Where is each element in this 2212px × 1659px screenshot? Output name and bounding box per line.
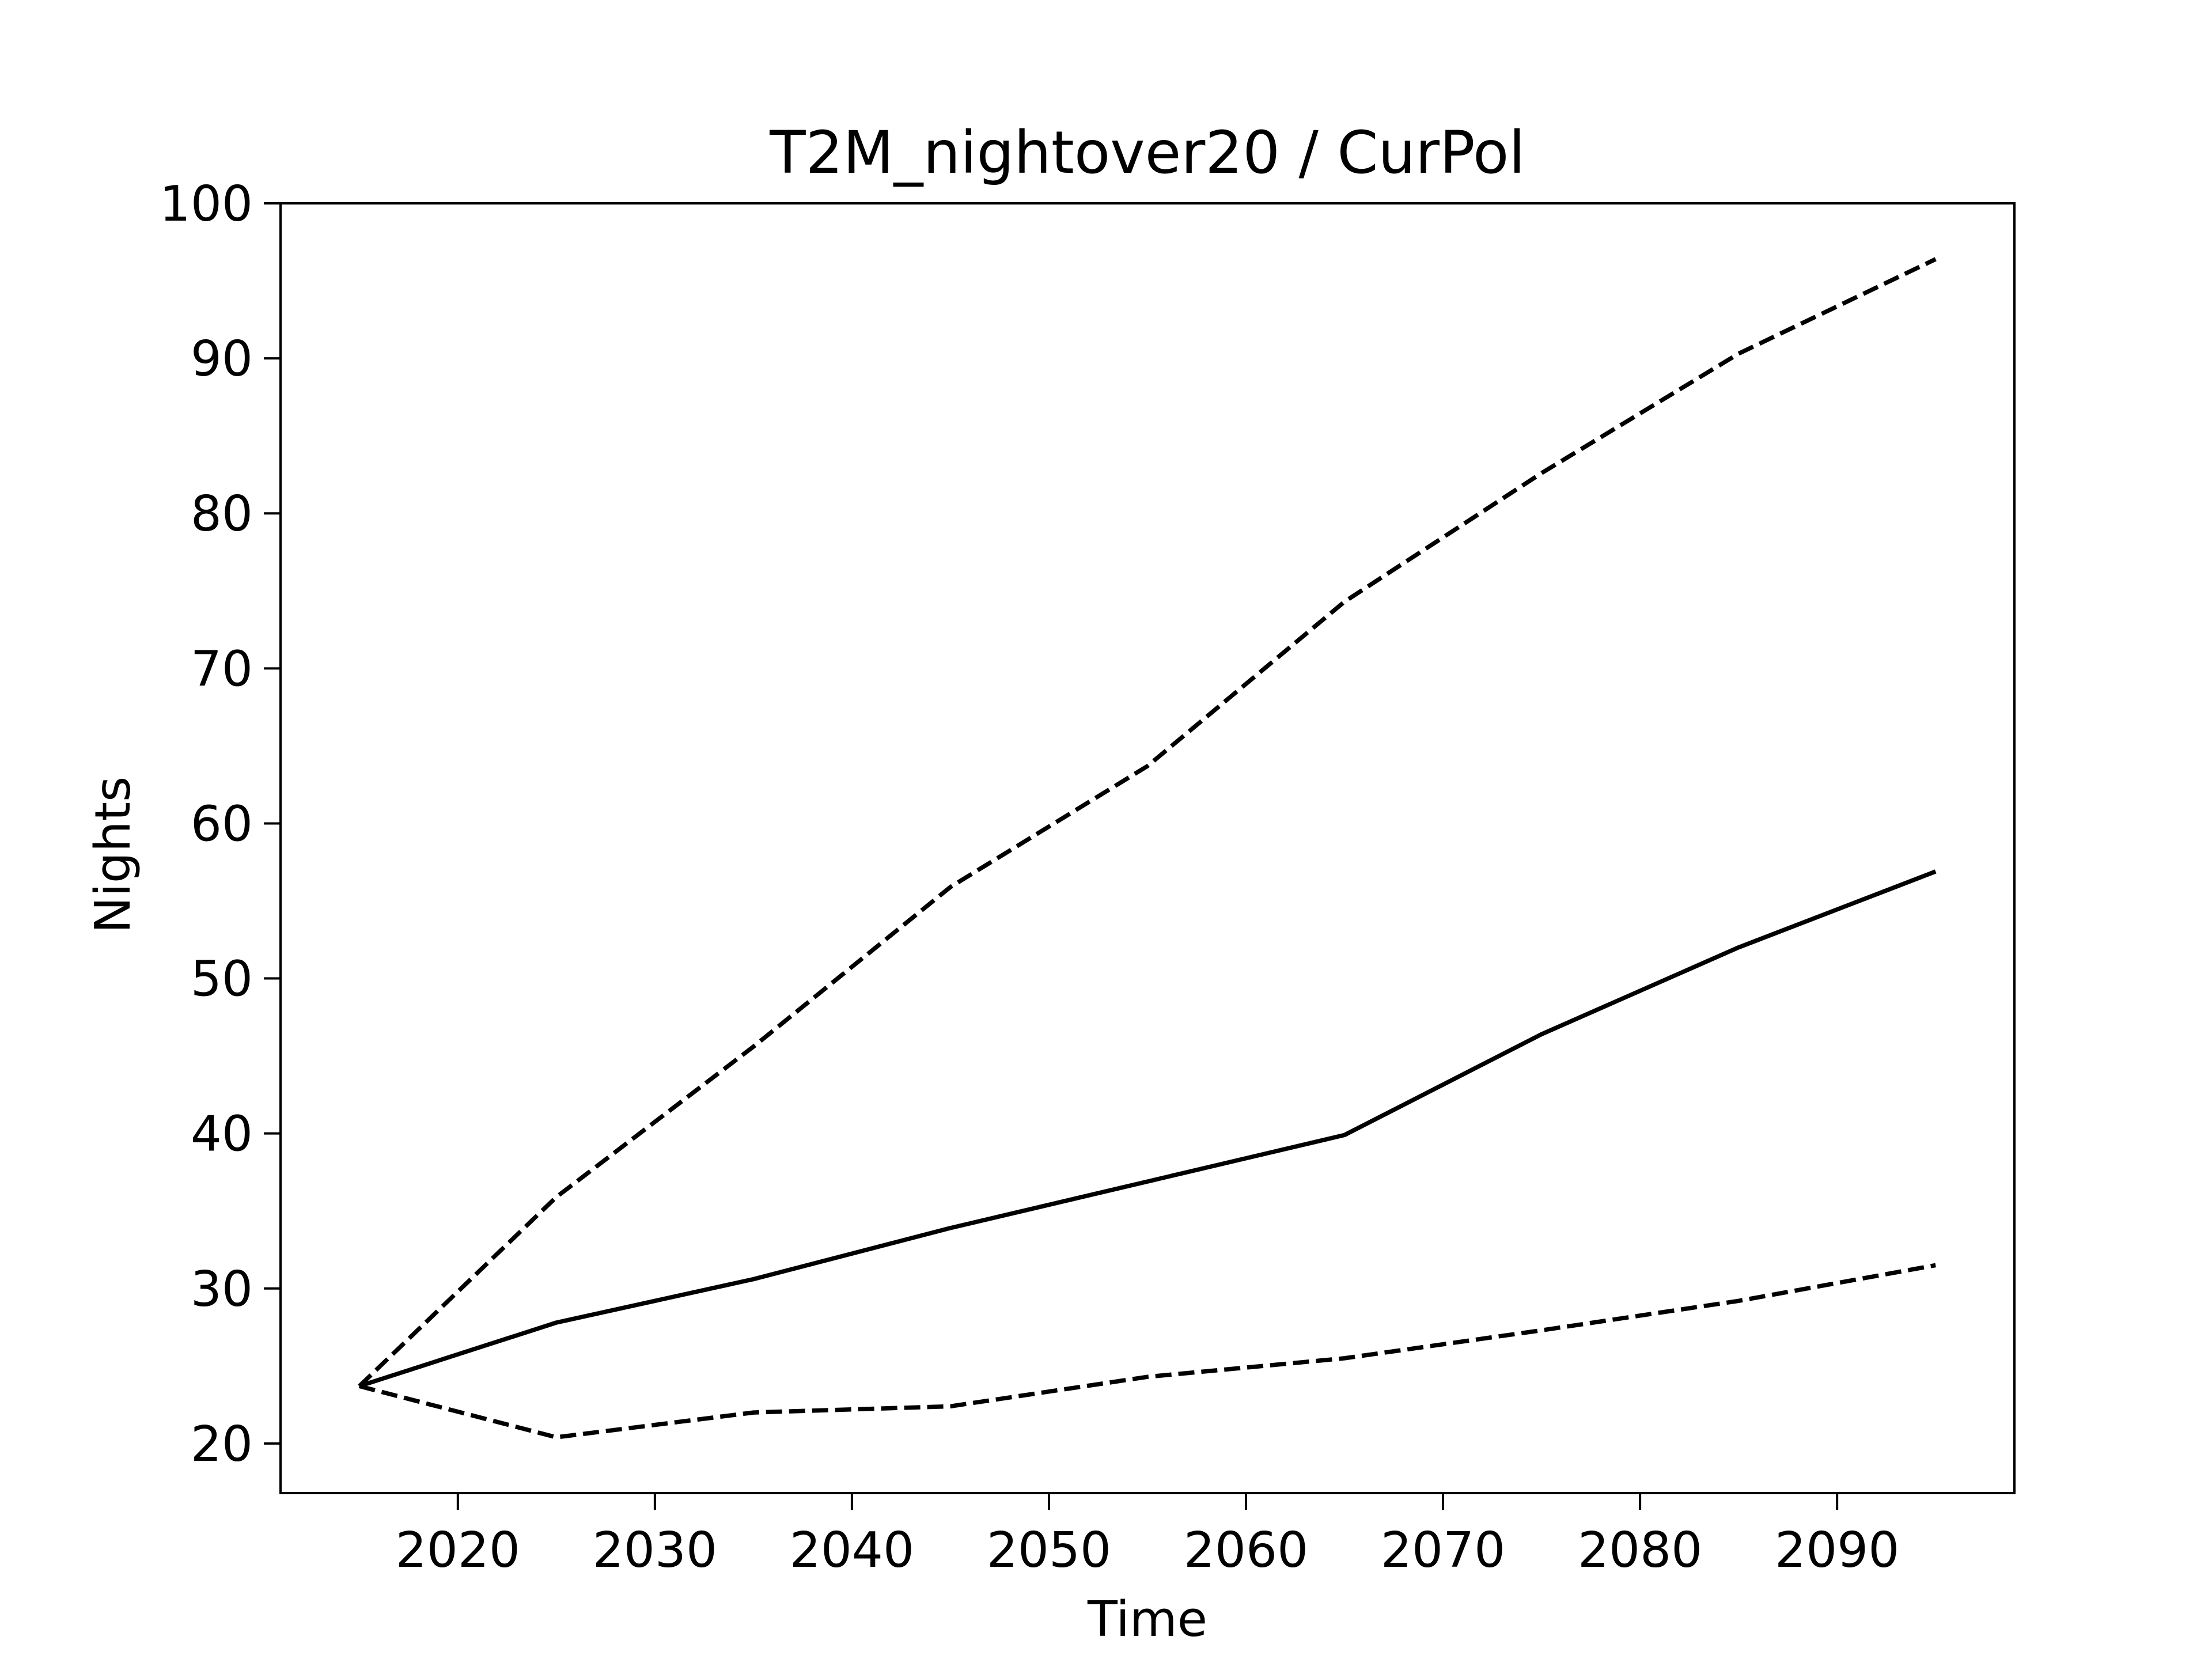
y-tick-label: 80	[191, 486, 253, 543]
plot-area	[279, 202, 2016, 1494]
y-tick-label: 50	[191, 951, 253, 1008]
x-tick-label: 2060	[1184, 1522, 1308, 1579]
chart-title: T2M_nightover20 / CurPol	[769, 119, 1525, 187]
x-tick-label: 2030	[593, 1522, 717, 1579]
series-line-2-solid	[358, 869, 1937, 1388]
x-tick-label: 2020	[396, 1522, 520, 1579]
x-tick-label: 2080	[1578, 1522, 1702, 1579]
x-tick-label: 2050	[987, 1522, 1111, 1579]
x-tick-label: 2070	[1381, 1522, 1505, 1579]
y-axis-title: Nights	[85, 777, 142, 934]
series-line-3-dashed	[358, 1263, 1936, 1440]
y-tick-label: 40	[191, 1106, 253, 1163]
y-tick-label: 20	[191, 1416, 253, 1473]
plot-frame	[279, 202, 2016, 1494]
y-tick-label: 90	[191, 331, 253, 388]
y-tick-label: 100	[160, 176, 253, 233]
x-axis-ticks: 2020 2030 2040 2050 2060 2070 2080 2090	[396, 1493, 1899, 1579]
series-layer	[358, 257, 1937, 1440]
y-axis-ticks: 20 30 40 50 60 70 80 90 100	[160, 176, 281, 1473]
x-tick-label: 2040	[790, 1522, 914, 1579]
y-tick-label: 30	[191, 1261, 253, 1318]
y-tick-label: 60	[191, 796, 253, 853]
x-tick-label: 2090	[1775, 1522, 1899, 1579]
series-line-1-dashed	[358, 257, 1937, 1388]
y-tick-label: 70	[191, 641, 253, 698]
x-axis-title: Time	[1087, 1591, 1207, 1648]
